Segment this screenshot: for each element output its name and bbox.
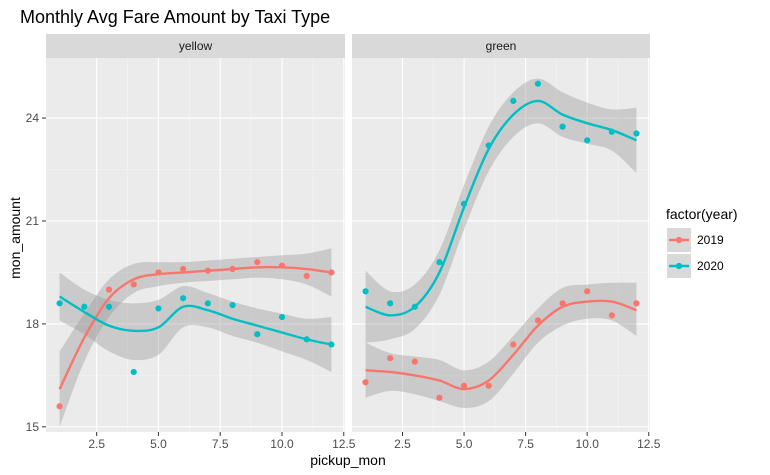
data-point-2019 [254, 259, 261, 266]
data-point-2020 [204, 300, 211, 307]
strip-background [352, 34, 650, 58]
data-point-2020 [436, 259, 443, 266]
x-tick-label: 10.0 [270, 437, 294, 451]
strip-label: green [486, 39, 517, 53]
y-tick-label: 21 [26, 214, 40, 228]
data-point-2019 [633, 300, 640, 307]
data-point-2020 [105, 303, 113, 310]
smooth-line-2020 [365, 99, 637, 317]
data-point-2019 [411, 358, 418, 365]
chart-title: Monthly Avg Fare Amount by Taxi Type [20, 7, 330, 27]
y-tick-label: 24 [26, 111, 40, 125]
legend: factor(year) 2019 2020 [666, 206, 738, 278]
data-point-2020 [81, 303, 88, 310]
data-point-2019 [608, 312, 615, 319]
data-point-2019 [584, 288, 591, 295]
plot-background [46, 58, 345, 432]
y-tick-label: 15 [26, 420, 40, 434]
x-tick-label: 5.0 [456, 437, 473, 451]
y-tick-label: 18 [26, 317, 40, 331]
data-point-2020 [328, 341, 335, 348]
data-point-2020 [155, 305, 162, 312]
smooth-line-2019 [365, 299, 637, 391]
legend-title: factor(year) [666, 206, 738, 222]
x-tick-label: 7.5 [212, 437, 229, 451]
legend-point-2020 [675, 262, 683, 270]
data-point-2020 [278, 313, 286, 321]
data-point-2019 [180, 265, 187, 273]
data-point-2019 [436, 394, 443, 401]
data-point-2019 [105, 286, 113, 293]
data-point-2019 [460, 382, 468, 389]
data-point-2019 [303, 272, 310, 279]
data-point-2019 [485, 382, 492, 389]
data-point-2019 [56, 403, 63, 410]
data-point-2019 [510, 341, 517, 348]
strip-background [46, 34, 345, 58]
x-tick-label: 5.0 [150, 437, 167, 451]
x-tick-label: 7.5 [517, 437, 534, 451]
legend-label-2020: 2020 [697, 259, 724, 273]
confidence-band-2019 [59, 248, 332, 427]
data-point-2019 [362, 379, 369, 386]
panel-green: green 2.5 5.0 7.5 10.0 12.5 [352, 34, 661, 451]
confidence-band-2020 [59, 272, 332, 372]
x-tick-label: 2.5 [88, 437, 105, 451]
data-point-2019 [387, 355, 394, 362]
x-tick-label: 12.5 [332, 437, 356, 451]
data-point-2019 [130, 281, 137, 288]
smooth-line-2019 [58, 265, 332, 390]
confidence-band-2020 [365, 78, 637, 343]
legend-label-2019: 2019 [697, 233, 724, 247]
data-point-2020 [130, 368, 137, 376]
data-point-2020 [633, 130, 640, 137]
x-axis-title: pickup_mon [310, 452, 386, 468]
data-point-2020 [229, 301, 236, 309]
confidence-band-2019 [365, 282, 637, 408]
data-point-2020 [534, 80, 542, 87]
data-point-2020 [387, 300, 394, 307]
x-tick-label: 2.5 [394, 437, 411, 451]
data-point-2020 [510, 97, 517, 104]
data-point-2020 [180, 295, 187, 302]
data-point-2020 [362, 288, 369, 295]
panel-yellow: yellow 2.5 5.0 7.5 10.0 12.5 15 18 21 24 [26, 34, 356, 451]
data-point-2020 [254, 331, 261, 338]
legend-point-2019 [675, 236, 683, 244]
data-point-2020 [56, 300, 63, 307]
data-point-2019 [534, 317, 542, 324]
data-point-2020 [559, 123, 566, 130]
y-axis-title: mon_amount [7, 197, 23, 279]
x-tick-label: 12.5 [637, 437, 661, 451]
strip-label: yellow [179, 39, 213, 53]
x-tick-label: 10.0 [576, 437, 600, 451]
smooth-line-2020 [58, 295, 332, 346]
data-point-2020 [584, 137, 591, 144]
